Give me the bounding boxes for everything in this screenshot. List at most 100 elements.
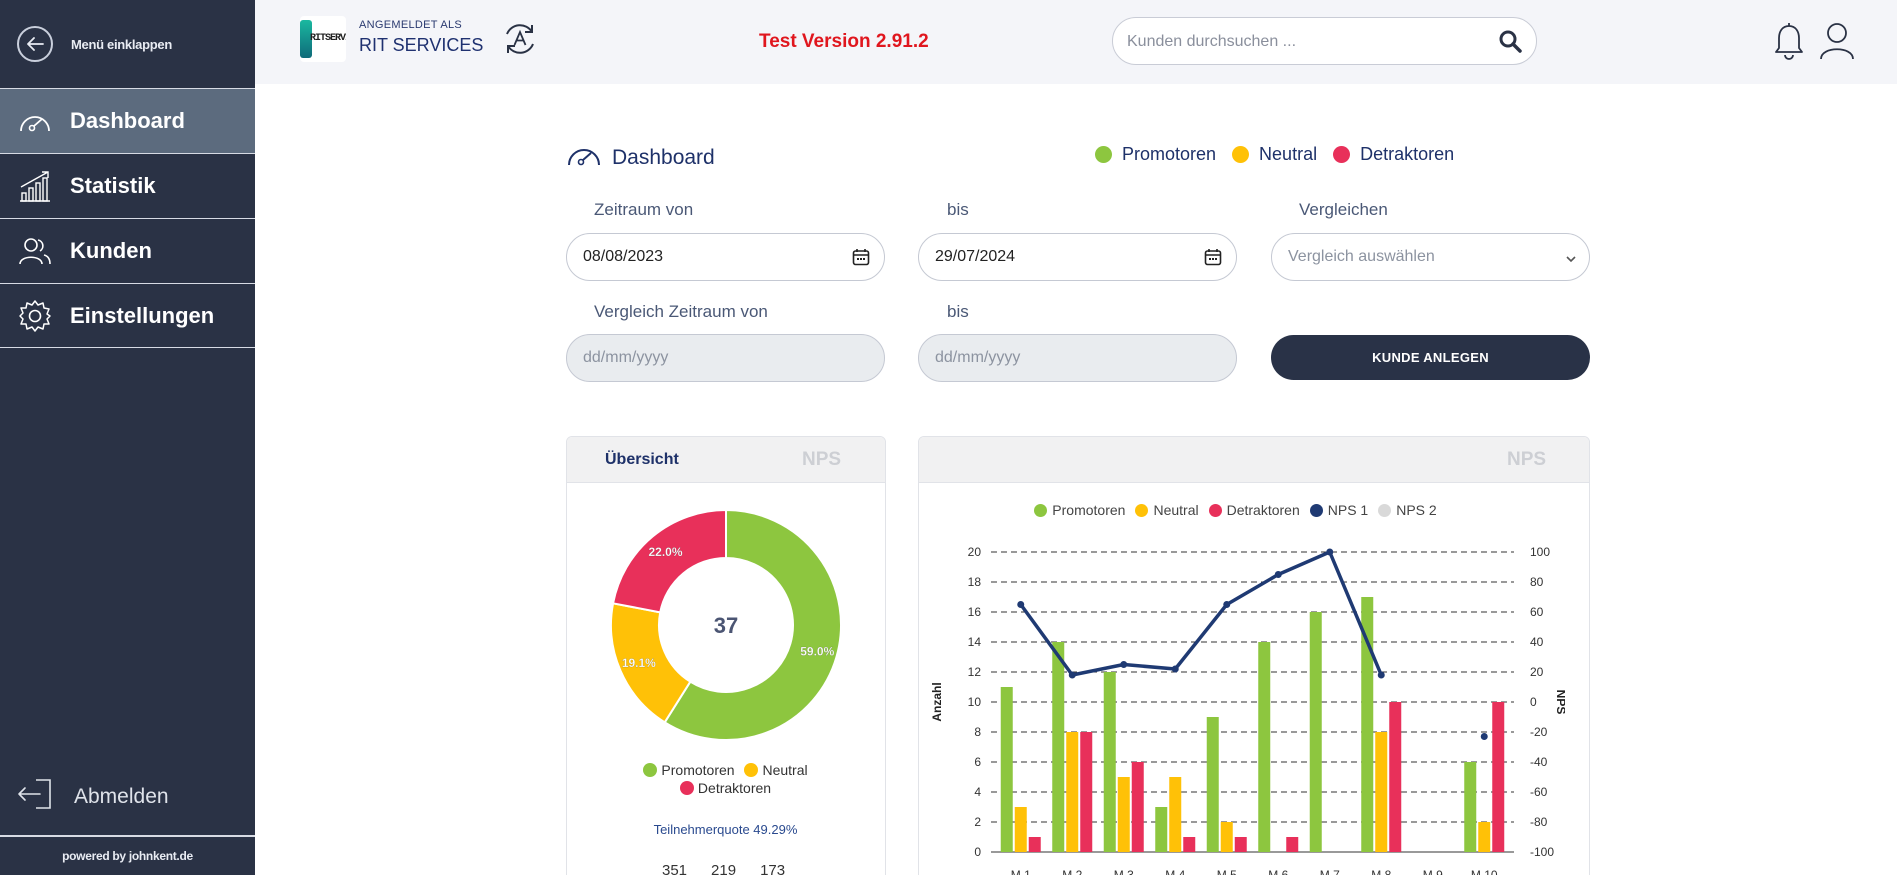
vergleich-von-field[interactable]: dd/mm/yyyy: [566, 334, 885, 382]
refresh-account-icon[interactable]: [501, 20, 539, 63]
logged-in-as-label: ANGEMELDET ALS: [359, 19, 463, 31]
y2-tick-label: 60: [1530, 605, 1544, 619]
search-bar: [1112, 17, 1537, 65]
calendar-icon[interactable]: [1204, 248, 1222, 271]
legend-item-neutral: Neutral: [744, 762, 808, 778]
sidebar-item-statistik[interactable]: Statistik: [0, 153, 255, 218]
tab-nps[interactable]: NPS: [1507, 449, 1547, 470]
logout-button[interactable]: Abmelden: [16, 776, 169, 817]
bar: [1183, 837, 1196, 852]
sidebar-item-label: Dashboard: [70, 108, 185, 133]
powered-by: powered by johnkent.de: [0, 835, 255, 875]
overview-card-header: Übersicht NPS: [567, 437, 885, 483]
zeitraum-von-field[interactable]: 08/08/2023: [566, 233, 885, 281]
vergleich-von-placeholder: dd/mm/yyyy: [583, 349, 669, 366]
collapse-menu-button[interactable]: Menü einklappen: [0, 0, 255, 88]
calendar-icon[interactable]: [852, 248, 870, 271]
nps-point: [1480, 733, 1488, 740]
legend-item-promotoren: Promotoren: [1095, 144, 1216, 165]
legend-item-detraktoren: Detraktoren: [1333, 144, 1454, 165]
bar: [1234, 837, 1247, 852]
bar: [1014, 807, 1027, 852]
x-tick-label: M 7: [1320, 868, 1340, 875]
legend-item-promotoren: Promotoren: [1034, 502, 1125, 518]
donut-legend: Promotoren Neutral Detraktoren: [566, 762, 885, 798]
bar-chart-legend: Promotoren Neutral Detraktoren NPS 1 NPS…: [918, 502, 1553, 518]
teilnehmerquote: Teilnehmerquote 49.29%: [653, 822, 798, 837]
sidebar-item-einstellungen[interactable]: Einstellungen: [0, 283, 255, 348]
y2-tick-label: 40: [1530, 635, 1544, 649]
nps-point: [1120, 661, 1128, 668]
user-profile-icon[interactable]: [1819, 22, 1855, 65]
vergleich-bis-field[interactable]: dd/mm/yyyy: [918, 334, 1237, 382]
y2-tick-label: 0: [1530, 695, 1537, 709]
legend-item-promotoren: Promotoren: [643, 762, 735, 778]
users-icon: [18, 234, 52, 268]
bar: [1066, 732, 1079, 852]
tab-uebersicht[interactable]: Übersicht: [605, 451, 679, 468]
y2-tick-label: -100: [1530, 845, 1554, 859]
bar-chart-icon: [18, 169, 52, 203]
legend-item-nps-2: NPS 2: [1378, 502, 1437, 518]
x-tick-label: M 2: [1062, 868, 1082, 875]
vergleich-zeitraum-von-label: Vergleich Zeitraum von: [594, 302, 768, 321]
bar: [1000, 687, 1013, 852]
vergleich-bis-label: bis: [947, 302, 969, 321]
zeitraum-von-label: Zeitraum von: [594, 200, 694, 219]
nps-legend: Promotoren Neutral Detraktoren: [1095, 144, 1470, 165]
nps-point: [1017, 601, 1025, 608]
y-tick-label: 0: [974, 845, 981, 859]
x-tick-label: M 3: [1114, 868, 1134, 875]
y2-tick-label: -40: [1530, 755, 1548, 769]
search-icon[interactable]: [1498, 29, 1522, 58]
bar: [1478, 822, 1491, 852]
y-tick-label: 14: [968, 635, 982, 649]
bar: [1389, 702, 1402, 852]
legend-item-nps-1: NPS 1: [1309, 502, 1368, 518]
bar: [1492, 702, 1505, 852]
x-tick-label: M 4: [1165, 868, 1185, 875]
kunde-anlegen-button[interactable]: KUNDE ANLEGEN: [1271, 335, 1590, 380]
collapse-menu-label: Menü einklappen: [71, 36, 172, 52]
overview-counts: 351 219 173: [662, 862, 809, 875]
sidebar-item-label: Statistik: [70, 173, 156, 198]
y-tick-label: 2: [974, 815, 981, 829]
x-tick-label: M 8: [1371, 868, 1391, 875]
y2-tick-label: 100: [1530, 545, 1550, 559]
x-tick-label: M 1: [1011, 868, 1031, 875]
x-tick-label: M 10: [1471, 868, 1498, 875]
y-tick-label: 16: [968, 605, 982, 619]
version-label: Test Version 2.91.2: [759, 31, 929, 52]
logout-icon: [16, 776, 52, 817]
bis-value: 29/07/2024: [935, 248, 1016, 265]
sidebar-item-kunden[interactable]: Kunden: [0, 218, 255, 283]
donut-slice: [611, 508, 727, 614]
vergleich-select[interactable]: Vergleich auswählen: [1271, 233, 1590, 281]
bar: [1220, 822, 1233, 852]
x-tick-label: M 9: [1423, 868, 1443, 875]
count-value: 351: [662, 862, 688, 875]
zeitraum-von-value: 08/08/2023: [583, 248, 664, 265]
arrow-left-icon: [17, 26, 53, 62]
bis-field[interactable]: 29/07/2024: [918, 233, 1237, 281]
bar: [1258, 642, 1271, 852]
speedometer-icon: [18, 104, 52, 138]
sidebar-item-dashboard[interactable]: Dashboard: [0, 88, 255, 153]
donut-slice-label: 59.0%: [800, 644, 834, 658]
y-tick-label: 12: [968, 665, 982, 679]
count-value: 219: [711, 862, 737, 875]
bar: [1028, 837, 1041, 852]
x-tick-label: M 5: [1217, 868, 1237, 875]
y2-tick-label: -80: [1530, 815, 1548, 829]
dashboard-heading: Dashboard: [566, 142, 715, 173]
sidebar-nav: Dashboard Statistik Kunden Einstellungen: [0, 88, 255, 348]
bell-icon[interactable]: [1773, 22, 1805, 65]
y2-tick-label: 20: [1530, 665, 1544, 679]
bar: [1117, 777, 1130, 852]
search-input[interactable]: [1127, 30, 1487, 54]
nps-card-header: NPS: [919, 437, 1589, 483]
sidebar-item-label: Einstellungen: [70, 302, 215, 328]
tab-nps[interactable]: NPS: [802, 449, 842, 470]
